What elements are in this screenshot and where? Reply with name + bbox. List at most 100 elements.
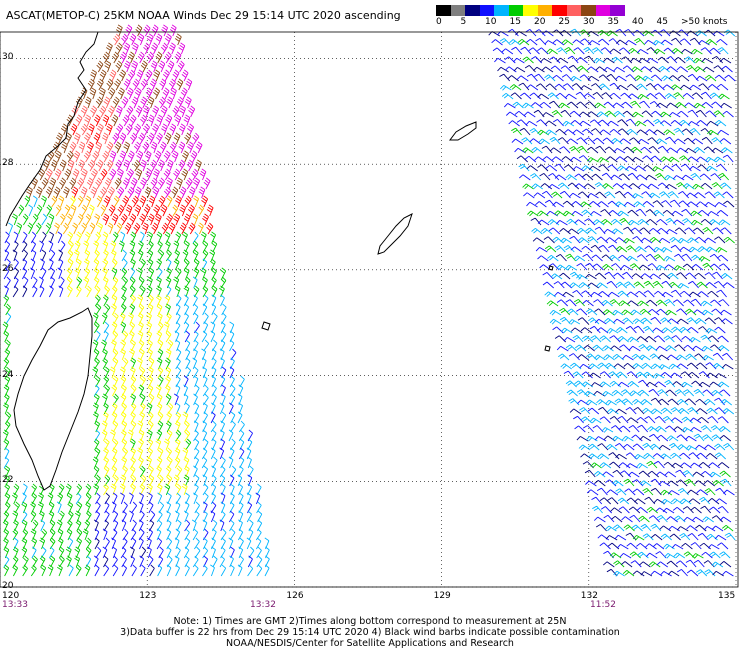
wind-barb [115, 159, 123, 172]
wind-barb [591, 173, 603, 181]
wind-barb [609, 461, 621, 469]
wind-barb [22, 564, 28, 577]
wind-barb [597, 362, 609, 370]
wind-barb [605, 535, 618, 541]
wind-barb [630, 146, 643, 154]
wind-barb [631, 273, 644, 280]
wind-barb [691, 264, 704, 271]
wind-barb [650, 523, 662, 532]
lat-tick-label: 20 [2, 581, 14, 591]
wind-barb [255, 492, 261, 505]
wind-barb [120, 348, 126, 361]
wind-barb [721, 147, 733, 154]
wind-barb [550, 65, 563, 73]
wind-barb [684, 227, 696, 235]
wind-barb [103, 195, 111, 208]
wind-barb [582, 425, 594, 433]
wind-barb [522, 102, 534, 109]
lat-tick-label: 26 [2, 263, 14, 274]
wind-barb [137, 330, 144, 343]
wind-barb [645, 345, 658, 352]
wind-barb [620, 389, 632, 397]
wind-barb [601, 427, 614, 433]
wind-barb [165, 393, 172, 406]
wind-barb [94, 285, 101, 298]
wind-barb [631, 156, 644, 163]
wind-barb [670, 452, 682, 460]
wind-barb [85, 537, 92, 550]
wind-barb [95, 474, 101, 487]
wind-barb [666, 560, 678, 568]
wind-barb [22, 213, 29, 226]
wind-barb [587, 453, 600, 460]
wind-barb [139, 366, 146, 379]
wind-barb [109, 69, 117, 82]
wind-barb [653, 460, 665, 469]
wind-barb [571, 201, 583, 208]
wind-barb [106, 159, 114, 172]
wind-barb [667, 272, 679, 280]
wind-barb [123, 141, 131, 154]
wind-barb [693, 102, 706, 109]
wind-barb [670, 84, 683, 91]
wind-barb [652, 327, 664, 334]
wind-barb [173, 168, 181, 181]
wind-barb [530, 173, 542, 181]
wind-barb [689, 417, 702, 424]
wind-barb [714, 534, 727, 541]
wind-barb [109, 366, 116, 379]
wind-barb [677, 444, 689, 451]
wind-barb [656, 102, 668, 109]
wind-barb [721, 65, 733, 73]
wind-barb [66, 555, 72, 568]
wind-barb [644, 416, 656, 424]
wind-barb [624, 488, 636, 496]
wind-barb [560, 65, 572, 73]
wind-barb [193, 330, 199, 343]
wind-barb [634, 165, 646, 172]
wind-barb [542, 112, 554, 118]
wind-barb [111, 501, 117, 514]
wind-barb [599, 371, 611, 379]
wind-barb [12, 546, 19, 559]
wind-barb [135, 105, 143, 118]
wind-barb [67, 213, 73, 226]
wind-barb [21, 492, 27, 505]
wind-barb [590, 382, 603, 388]
wind-barb [643, 280, 655, 289]
wind-barb [187, 123, 195, 136]
wind-barb [638, 344, 650, 352]
wind-barb [604, 271, 616, 280]
wind-barb [198, 186, 206, 199]
wind-barb [614, 190, 626, 199]
wind-barb [62, 222, 69, 235]
wind-barb [645, 174, 657, 181]
legend-swatch [581, 5, 596, 16]
wind-barb [535, 247, 548, 253]
wind-barb [185, 78, 193, 91]
wind-barb [115, 42, 123, 55]
wind-barb [720, 182, 732, 190]
wind-barb [713, 110, 725, 118]
lon-tick-label: 120 [2, 591, 20, 601]
wind-barb [677, 74, 690, 82]
wind-barb [658, 480, 671, 487]
wind-barb [104, 60, 112, 73]
wind-barb [130, 528, 137, 541]
wind-barb [211, 546, 216, 559]
wind-barb [152, 123, 160, 136]
wind-barb [5, 276, 11, 289]
wind-barb [104, 501, 110, 514]
wind-barb [93, 465, 100, 478]
wind-barb [95, 303, 102, 316]
wind-barb [518, 174, 531, 181]
wind-barb [715, 498, 727, 505]
wind-barb [594, 102, 606, 109]
wind-barb [607, 164, 619, 172]
wind-barb [148, 393, 155, 406]
wind-barb [722, 524, 734, 532]
legend-label: 45 [656, 17, 668, 27]
wind-barb [593, 299, 605, 307]
wind-barb [617, 497, 630, 505]
